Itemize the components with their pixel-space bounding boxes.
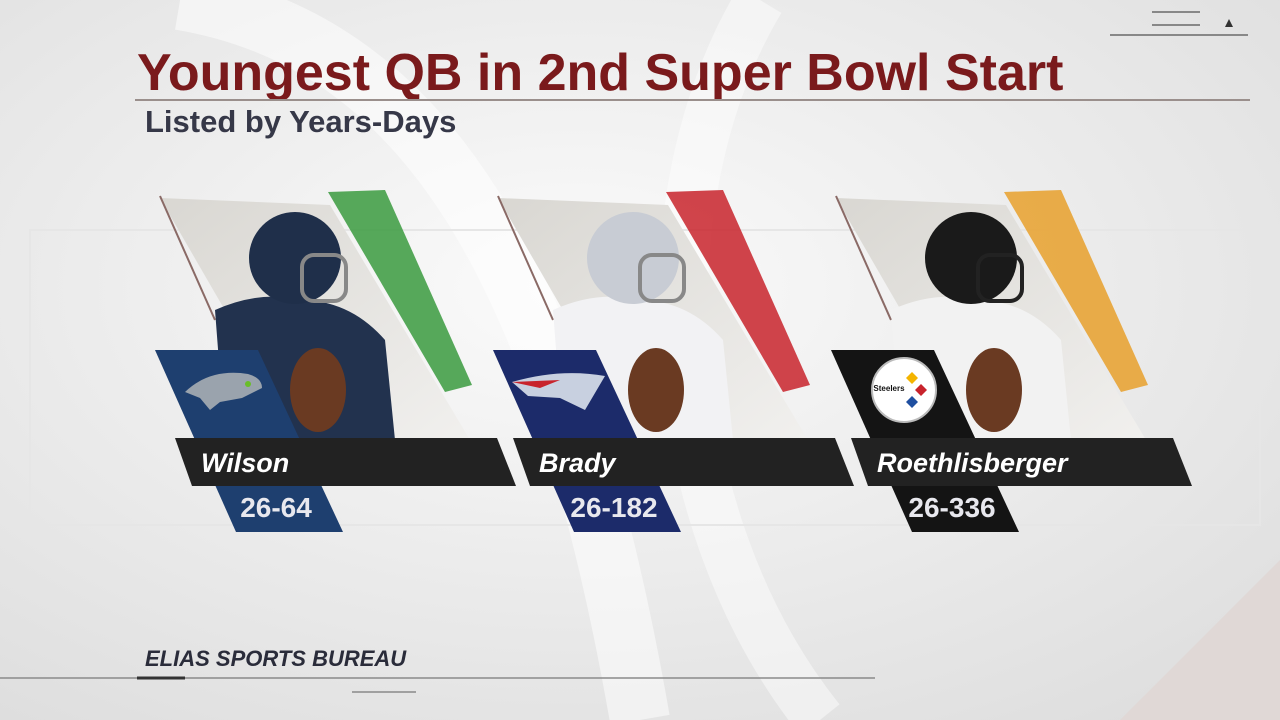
logo-diamond [906,372,918,384]
football [966,348,1022,432]
facemask [638,253,686,303]
logo-diamond [906,396,918,408]
player-card: Wilson 26-64 [155,190,516,532]
player-name: Brady [539,448,618,478]
name-band [513,438,854,486]
player-helmet [587,212,679,304]
color-stripe [666,190,810,392]
player-helmet [249,212,341,304]
panel-edge [835,195,892,321]
bg-swoosh [175,0,670,720]
color-stripe [1004,190,1148,392]
corner-accent [1120,560,1280,720]
team-logo [185,372,262,410]
source: ELIAS SPORTS BUREAU [145,646,407,671]
menu-arrow [1225,19,1233,27]
facemask [300,253,348,303]
panel-edge [159,195,216,321]
color-stripe [328,190,472,392]
player-age: 26-182 [570,492,657,523]
name-band [851,438,1192,486]
facemask [976,253,1024,303]
logo-text: Steelers [873,384,905,393]
title: Youngest QB in 2nd Super Bowl Start [137,44,1063,102]
player-helmet [925,212,1017,304]
team-logo [871,357,937,423]
logo-eye [245,381,251,387]
logo-diamond [915,384,927,396]
player-card: Brady 26-182 [493,190,854,532]
player-name: Roethlisberger [877,448,1069,478]
football [290,348,346,432]
subtitle: Listed by Years-Days [145,104,456,139]
player-age: 26-64 [240,492,312,523]
player-name: Wilson [201,448,289,478]
football [628,348,684,432]
player-card: Steelers Roethlisberger 26-336 [831,190,1192,532]
cards: Wilson 26-64 Brady 26-182 Steelers Roethlisbe… [155,190,1192,532]
name-band [175,438,516,486]
player-age: 26-336 [908,492,995,523]
panel-edge [497,195,554,321]
logo-stripe [512,380,560,388]
